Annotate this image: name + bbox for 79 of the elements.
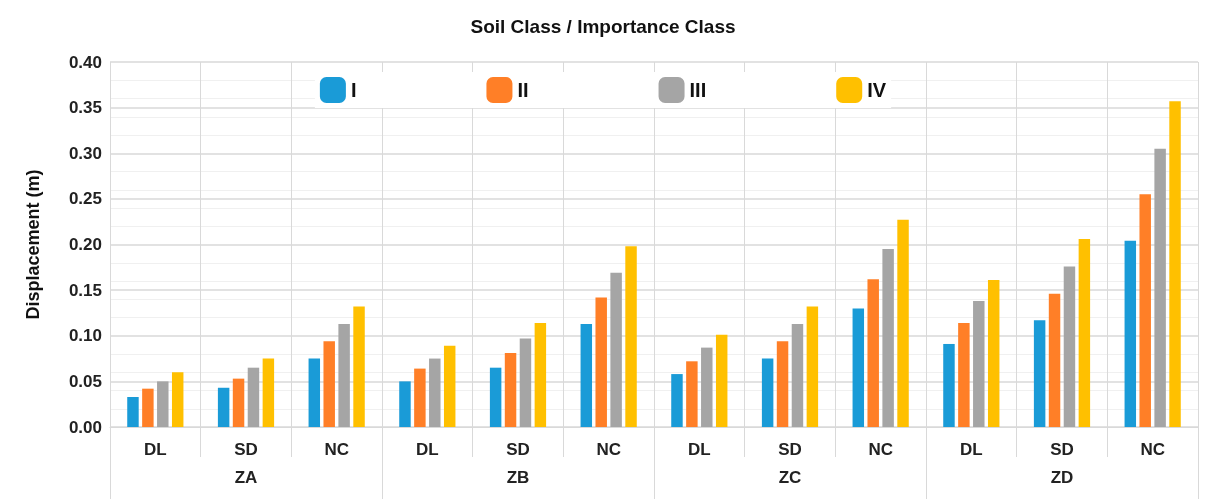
bar	[489, 367, 502, 427]
bar	[217, 387, 230, 427]
bar	[715, 334, 728, 427]
legend-label: I	[350, 79, 357, 101]
chart-title: Soil Class / Importance Class	[470, 16, 736, 37]
bar	[262, 358, 275, 427]
y-tick-label: 0.10	[68, 326, 102, 346]
x-tick-label: NC	[868, 440, 893, 459]
bar	[595, 297, 607, 427]
y-tick-label: 0.20	[68, 235, 102, 254]
bar	[504, 353, 517, 427]
text: ZC	[778, 468, 802, 487]
x-tick-label: SD	[234, 440, 258, 459]
y-tick-label: 0.25	[68, 189, 102, 209]
x-tick-label: SD	[1050, 440, 1074, 459]
bar	[171, 372, 184, 427]
bar	[232, 378, 245, 427]
x-tick-label: DL	[144, 440, 167, 459]
bar	[308, 358, 321, 427]
bar	[897, 219, 909, 427]
bar	[943, 343, 955, 427]
x-tick-label: NC	[596, 440, 621, 459]
x-tick-label: SD	[778, 440, 802, 459]
x-tick-label: SD	[506, 440, 530, 459]
legend-label: III	[689, 79, 707, 101]
legend-label: IV	[867, 79, 887, 101]
bar	[987, 280, 1000, 427]
bar	[399, 381, 411, 427]
bar	[1139, 194, 1151, 427]
bar	[610, 272, 622, 427]
x-tick-label: NC	[1140, 440, 1165, 459]
bar	[973, 301, 985, 427]
text: ZD	[1050, 468, 1074, 487]
legend-label: II	[517, 79, 529, 101]
x-tick-label: NC	[324, 440, 349, 459]
bar	[776, 341, 789, 427]
y-tick-label: 0.40	[68, 52, 102, 72]
text: ZA	[234, 468, 258, 487]
bar	[353, 306, 365, 427]
bar	[1154, 148, 1166, 427]
y-tick-label: 0.05	[68, 371, 102, 391]
bar	[1078, 239, 1091, 427]
x-tick-label: DL	[688, 440, 711, 459]
bar	[1033, 320, 1046, 427]
bar	[142, 388, 154, 427]
bar	[1124, 240, 1137, 427]
bar	[247, 367, 260, 427]
bar	[580, 323, 593, 427]
bar	[791, 323, 804, 427]
bar	[534, 322, 547, 427]
x-tick-label: DL	[960, 440, 983, 459]
bar	[806, 306, 819, 427]
bar	[1063, 266, 1076, 427]
bar	[414, 368, 426, 427]
bar	[443, 345, 456, 427]
bar	[761, 358, 774, 427]
y-tick-label: 0.35	[68, 98, 102, 118]
y-tick-label: 0.15	[68, 280, 102, 300]
y-axis-title: Displacement (m)	[23, 169, 43, 320]
bar	[323, 341, 335, 427]
bar	[671, 374, 683, 427]
bar	[1169, 101, 1181, 427]
bar	[686, 361, 698, 427]
bar	[701, 347, 713, 427]
y-tick-label: 0.00	[68, 417, 102, 437]
bar	[625, 246, 637, 427]
bar	[867, 279, 879, 427]
bar	[127, 396, 139, 427]
bar	[429, 358, 441, 427]
bar	[958, 322, 970, 427]
bar	[852, 308, 865, 427]
bar	[157, 381, 169, 427]
bar	[338, 323, 350, 427]
bar	[882, 249, 894, 427]
x-tick-label: DL	[416, 440, 439, 459]
bar	[1048, 293, 1061, 427]
y-tick-label: 0.30	[68, 143, 102, 163]
text: ZB	[506, 468, 530, 487]
bar	[519, 338, 532, 427]
